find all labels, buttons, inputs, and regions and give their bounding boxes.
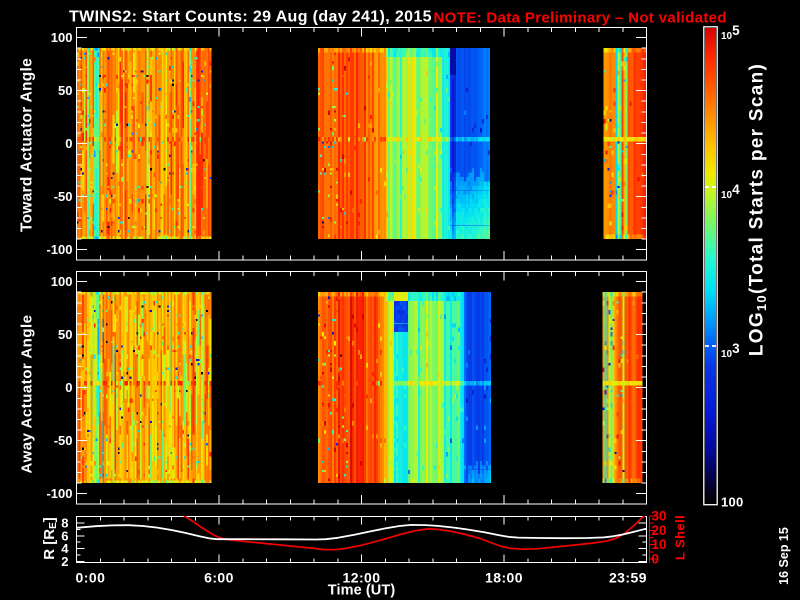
svg-text:8: 8 [61, 516, 68, 531]
svg-text:0: 0 [65, 136, 72, 151]
svg-text:23:59: 23:59 [609, 570, 647, 586]
svg-text:20: 20 [652, 523, 667, 538]
svg-text:NOTE: Data Preliminary – Not v: NOTE: Data Preliminary – Not validated [434, 10, 727, 27]
svg-text:-100: -100 [46, 486, 72, 501]
svg-text:Away Actuator Angle: Away Actuator Angle [19, 315, 36, 474]
svg-text:0:00: 0:00 [76, 570, 106, 586]
svg-text:-100: -100 [46, 242, 72, 257]
svg-text:100: 100 [51, 274, 73, 289]
svg-text:-50: -50 [54, 433, 73, 448]
svg-text:30: 30 [652, 508, 667, 523]
svg-text:L Shell: L Shell [673, 515, 688, 560]
svg-text:50: 50 [58, 83, 72, 98]
svg-text:18:00: 18:00 [485, 570, 523, 586]
svg-text:Toward Actuator Angle: Toward Actuator Angle [19, 58, 36, 232]
svg-text:12:00: 12:00 [342, 570, 380, 586]
svg-text:-50: -50 [54, 189, 73, 204]
svg-text:4: 4 [61, 541, 69, 556]
svg-text:16 Sep 15: 16 Sep 15 [777, 527, 791, 585]
svg-text:10: 10 [652, 537, 667, 552]
svg-text:0: 0 [652, 552, 660, 567]
svg-text:6: 6 [61, 528, 68, 543]
svg-text:100: 100 [721, 495, 744, 510]
svg-text:2: 2 [61, 554, 68, 569]
svg-text:0: 0 [65, 380, 72, 395]
svg-text:50: 50 [58, 327, 72, 342]
svg-text:Time (UT): Time (UT) [328, 583, 396, 599]
svg-text:100: 100 [51, 30, 73, 45]
svg-text:LOG10(Total Starts per Scan): LOG10(Total Starts per Scan) [747, 63, 770, 356]
svg-text:6:00: 6:00 [204, 570, 234, 586]
svg-text:TWINS2: Start Counts: 29 Aug (: TWINS2: Start Counts: 29 Aug (day 241), … [69, 8, 432, 25]
